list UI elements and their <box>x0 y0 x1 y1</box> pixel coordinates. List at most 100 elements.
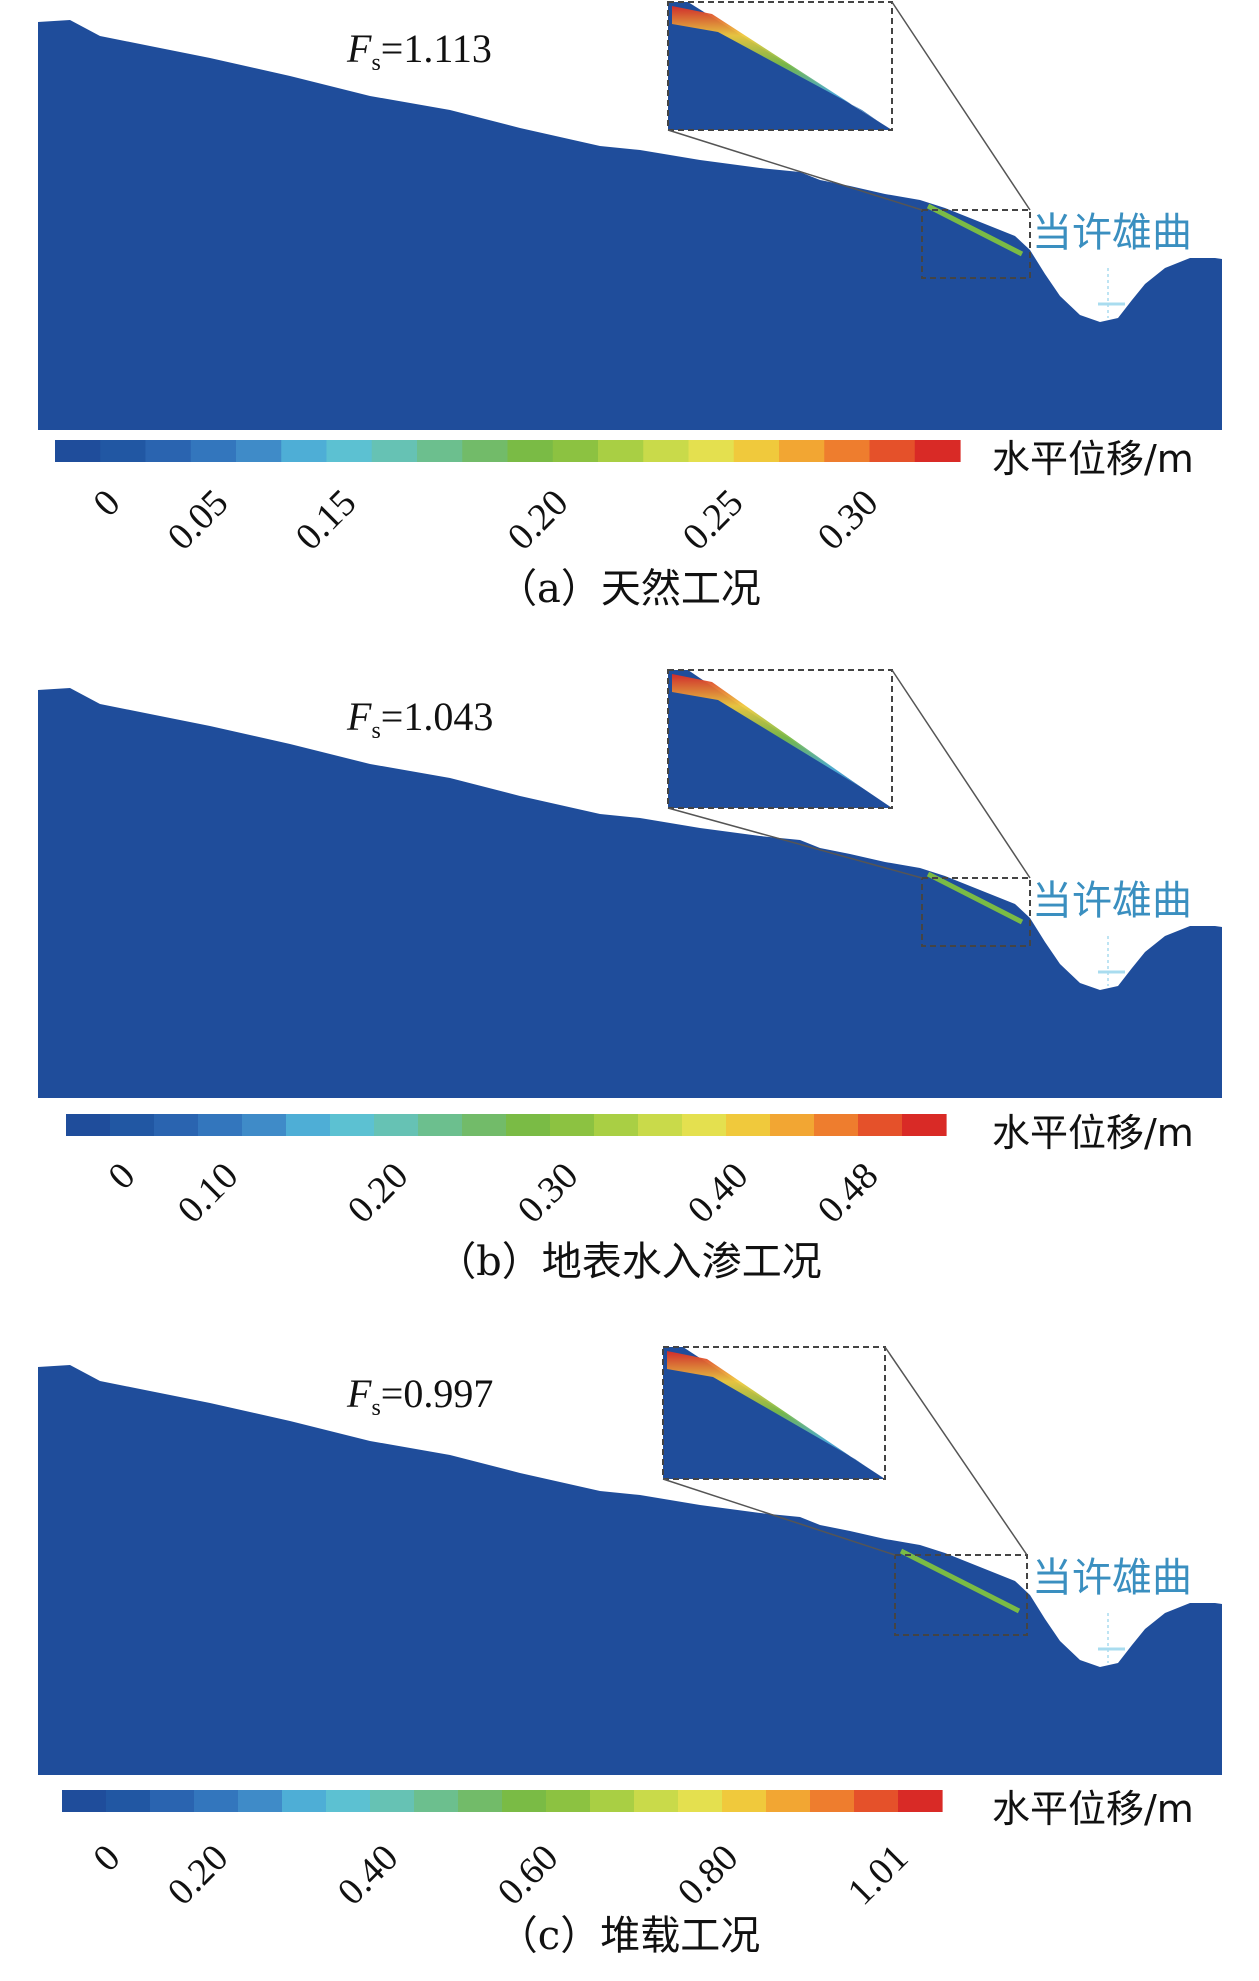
slide-region-box <box>921 209 1031 279</box>
fs-value: =0.997 <box>381 1371 494 1416</box>
zoom-inset-displacement <box>672 6 882 124</box>
colorbar-segment <box>546 1790 591 1812</box>
colorbar-segment <box>462 440 509 462</box>
colorbar-segment <box>281 440 328 462</box>
colorbar-segment <box>733 440 780 462</box>
colorbar-segment <box>326 1790 371 1812</box>
colorbar-segment <box>779 440 825 462</box>
panel-caption: （b）地表水入渗工况 <box>436 1239 822 1285</box>
colorbar-segment <box>770 1114 815 1136</box>
colorbar-tick-label: 1.01 <box>840 1837 917 1914</box>
colorbar-segment <box>145 440 192 462</box>
colorbar-segment <box>66 1114 111 1136</box>
fs-symbol: F <box>346 694 372 739</box>
fs-symbol: F <box>346 1371 372 1416</box>
colorbar-segment <box>242 1114 287 1136</box>
colorbar-segment <box>418 1114 463 1136</box>
colorbar-segment <box>286 1114 331 1136</box>
colorbar-segment <box>824 440 871 462</box>
colorbar-segment <box>594 1114 639 1136</box>
colorbar-segment <box>110 1114 155 1136</box>
colorbar-segment <box>810 1790 855 1812</box>
safety-factor-label: Fs=1.113 <box>346 26 492 76</box>
surface-deformation-band <box>926 871 1024 925</box>
colorbar-tick-label: 0.20 <box>160 1837 237 1914</box>
colorbar-tick-label: 0 <box>85 482 128 525</box>
river-name-label: 当许雄曲 <box>1032 878 1192 924</box>
colorbar-segment <box>550 1114 595 1136</box>
fs-subscript: s <box>371 1395 380 1421</box>
zoom-connector-right <box>891 669 1031 879</box>
colorbar-segment <box>55 440 101 462</box>
river-name-label: 当许雄曲 <box>1032 1555 1192 1601</box>
colorbar-segment <box>238 1790 283 1812</box>
colorbar-unit-label: 水平位移/m <box>992 437 1194 481</box>
colorbar-segment <box>62 1790 107 1812</box>
colorbar-tick-label: 0.48 <box>810 1155 887 1232</box>
colorbar-segment <box>282 1790 327 1812</box>
colorbar-tick-label: 0.05 <box>160 482 237 559</box>
slide-region-box <box>921 877 1031 947</box>
colorbar-segment <box>154 1114 199 1136</box>
colorbar-tick-label: 0 <box>100 1155 143 1198</box>
slide-region-box <box>894 1554 1028 1636</box>
river-name-label: 当许雄曲 <box>1032 210 1192 256</box>
colorbar-segment <box>726 1114 771 1136</box>
colorbar-tick-label: 0.20 <box>500 482 577 559</box>
surface-deformation-band <box>899 1548 1021 1614</box>
zoom-connector-right <box>891 1 1031 211</box>
zoom-inset-displacement <box>672 674 882 802</box>
colorbar-segment <box>634 1790 679 1812</box>
colorbar-segment <box>194 1790 239 1812</box>
colorbar-segment <box>326 440 373 462</box>
colorbar-segment <box>638 1114 683 1136</box>
colorbar-tick-label: 0.30 <box>810 482 887 559</box>
colorbar-tick-label: 0.40 <box>680 1155 757 1232</box>
colorbar-segment <box>417 440 463 462</box>
colorbar-segment <box>100 440 147 462</box>
colorbar-segment <box>458 1790 503 1812</box>
slope-body <box>38 1365 1222 1775</box>
colorbar-segment <box>902 1114 947 1136</box>
colorbar-segment <box>507 440 554 462</box>
colorbar-segment <box>370 1790 415 1812</box>
colorbar-segment <box>590 1790 635 1812</box>
colorbar-segment <box>722 1790 767 1812</box>
colorbar-segment <box>502 1790 547 1812</box>
colorbar-unit-label: 水平位移/m <box>992 1787 1194 1831</box>
colorbar-tick-label: 0.40 <box>330 1837 407 1914</box>
colorbar-tick-label: 0.15 <box>288 482 365 559</box>
colorbar-unit-label: 水平位移/m <box>992 1111 1194 1155</box>
zoom-inset-displacement <box>667 1351 875 1473</box>
colorbar-segment <box>766 1790 811 1812</box>
zoom-inset-body <box>668 670 892 808</box>
fs-value: =1.043 <box>381 694 494 739</box>
colorbar-segment <box>643 440 690 462</box>
panel-caption: （a）天然工况 <box>497 566 761 612</box>
colorbar-segment <box>198 1114 243 1136</box>
colorbar-segment <box>462 1114 507 1136</box>
colorbar-segment <box>330 1114 375 1136</box>
zoom-connector-left <box>667 807 923 879</box>
colorbar-segment <box>374 1114 419 1136</box>
colorbar-segment <box>858 1114 903 1136</box>
colorbar <box>62 1790 943 1812</box>
colorbar-segment <box>106 1790 151 1812</box>
zoom-connector-right <box>884 1346 1028 1556</box>
panel-caption: （c）堆载工况 <box>498 1913 760 1959</box>
colorbar-segment <box>678 1790 723 1812</box>
colorbar-segment <box>854 1790 899 1812</box>
zoom-connector-left <box>662 1478 896 1556</box>
surface-deformation-band <box>926 203 1024 257</box>
colorbar-segment <box>914 440 961 462</box>
zoom-connector-left <box>667 129 923 211</box>
colorbar <box>55 440 961 462</box>
colorbar-segment <box>814 1114 859 1136</box>
colorbar-segment <box>869 440 916 462</box>
colorbar-segment <box>371 440 418 462</box>
colorbar <box>66 1114 947 1136</box>
colorbar-segment <box>682 1114 727 1136</box>
safety-factor-label: Fs=1.043 <box>346 694 493 744</box>
